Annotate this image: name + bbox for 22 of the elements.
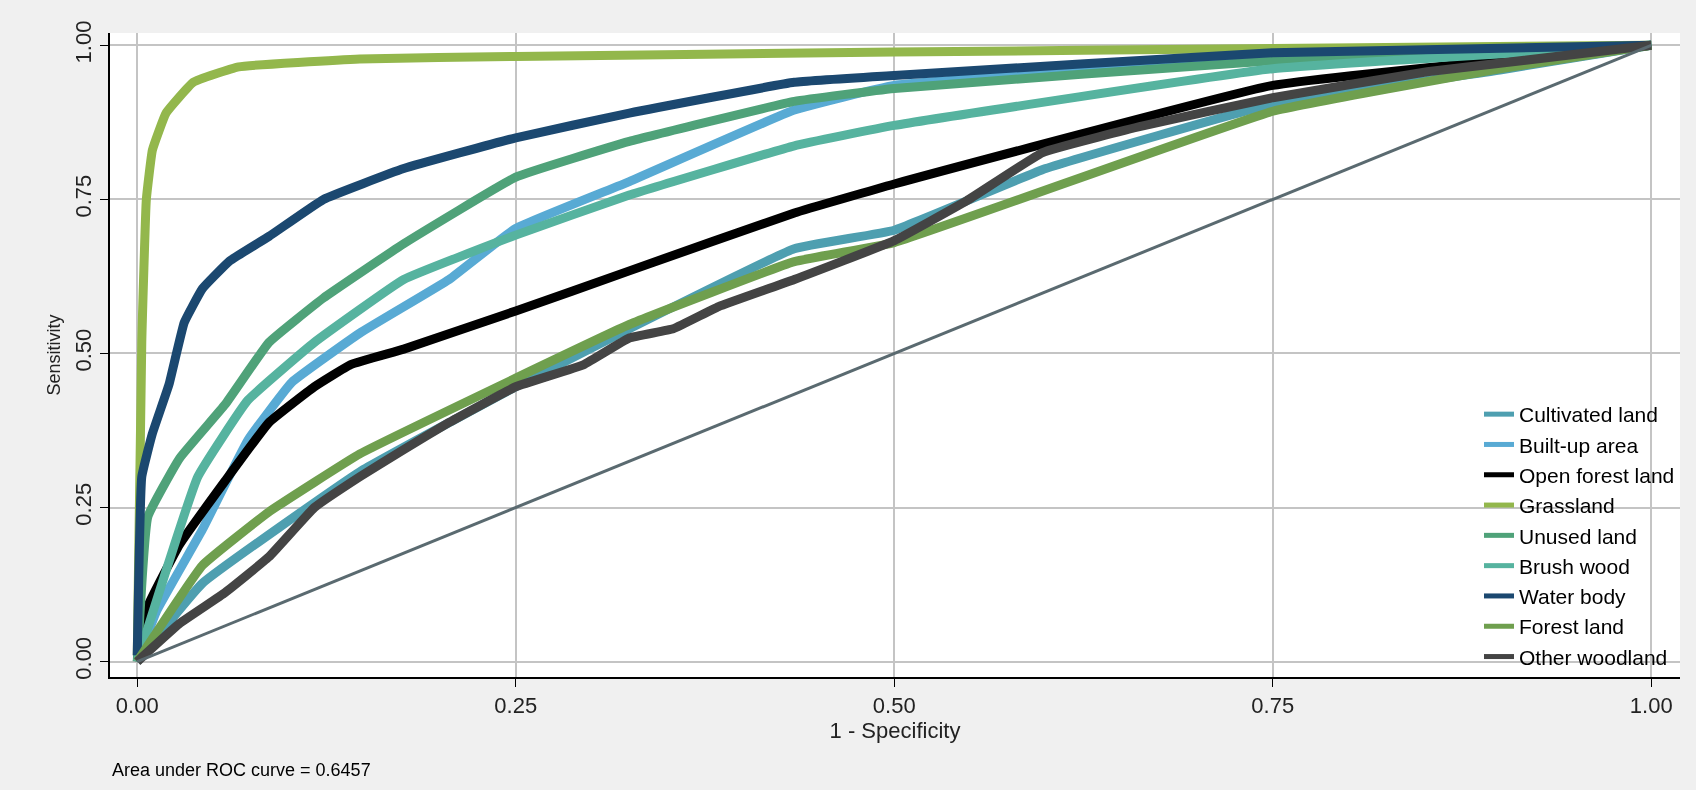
x-tick-label: 1.00 bbox=[1629, 693, 1673, 719]
y-tick-label: 1.00 bbox=[71, 20, 97, 64]
y-tick-label: 0.75 bbox=[71, 174, 97, 218]
y-axis-title: Sensitivity bbox=[43, 314, 64, 396]
legend-label: Water body bbox=[1519, 585, 1627, 609]
y-tick-label: 0.50 bbox=[71, 328, 97, 372]
text: Area under ROC curve = 0.6457 bbox=[112, 760, 371, 780]
x-axis-title: 1 - Specificity bbox=[829, 718, 961, 744]
legend-label: Brush wood bbox=[1519, 554, 1630, 578]
x-tick-label: 0.75 bbox=[1251, 693, 1295, 719]
legend-label: Cultivated land bbox=[1519, 403, 1658, 427]
x-tick-label: 0.50 bbox=[872, 693, 916, 719]
x-tick-label: 0.25 bbox=[494, 693, 538, 719]
y-tick-label: 0.25 bbox=[71, 482, 97, 526]
x-tick-label: 0.00 bbox=[115, 693, 159, 719]
legend-label: Forest land bbox=[1519, 615, 1625, 639]
y-tick-label: 0.00 bbox=[71, 636, 97, 680]
legend-label: Built-up area bbox=[1519, 433, 1639, 457]
legend-label: Other woodland bbox=[1519, 645, 1668, 669]
legend-label: Grassland bbox=[1519, 494, 1615, 518]
legend-label: Open forest land bbox=[1519, 463, 1675, 487]
legend-label: Unused land bbox=[1519, 524, 1637, 548]
